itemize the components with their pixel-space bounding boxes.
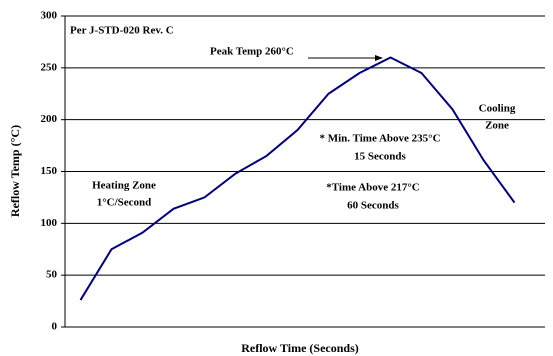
y-tick-label: 250: [41, 61, 58, 73]
y-tick-label: 0: [52, 321, 58, 333]
y-tick-label: 100: [41, 217, 58, 229]
annotation: *Time Above 217°C: [326, 182, 419, 194]
annotation: Heating Zone: [92, 180, 156, 192]
annotation: Peak Temp 260°C: [210, 46, 294, 58]
annotation: 15 Seconds: [354, 151, 406, 163]
y-tick-label: 200: [41, 113, 58, 125]
y-tick-label: 150: [41, 165, 58, 177]
annotation: * Min. Time Above 235°C: [319, 133, 440, 145]
annotation: Zone: [485, 120, 509, 132]
x-axis-label: Reflow Time (Seconds): [241, 341, 359, 355]
y-axis-label: Reflow Temp (°C): [8, 125, 22, 217]
annotation: 1°C/Second: [97, 197, 152, 209]
annotation: 60 Seconds: [347, 200, 399, 212]
annotation: Per J-STD-020 Rev. C: [70, 25, 174, 37]
y-tick-label: 300: [41, 10, 58, 22]
y-tick-label: 50: [46, 269, 58, 281]
annotation: Cooling: [479, 103, 516, 115]
line-series: [79, 56, 516, 301]
